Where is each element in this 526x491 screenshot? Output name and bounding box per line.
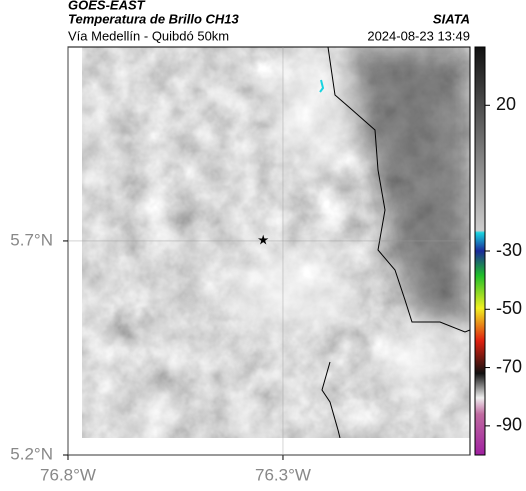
title: GOES-EAST bbox=[68, 0, 146, 12]
timestamp: 2024-08-23 13:49 bbox=[367, 28, 470, 43]
x-tick-label: 76.8°W bbox=[40, 465, 96, 484]
colorbar-label: 20 bbox=[496, 94, 516, 114]
colorbar-label: -90 bbox=[496, 415, 522, 435]
colorbar-label: -30 bbox=[496, 240, 522, 260]
subtitle: Temperatura de Brillo CH13 bbox=[68, 11, 240, 26]
y-tick-label: 5.7°N bbox=[10, 230, 53, 249]
x-tick-label: 76.3°W bbox=[255, 465, 311, 484]
colorbar-label: -50 bbox=[496, 298, 522, 318]
caption: Vía Medellín - Quibdó 50km bbox=[68, 28, 229, 43]
y-tick-label: 5.2°N bbox=[10, 444, 53, 463]
satellite-image bbox=[82, 47, 470, 438]
colorbar-label: -70 bbox=[496, 356, 522, 376]
location-marker bbox=[258, 234, 269, 245]
source: SIATA bbox=[433, 11, 470, 26]
colorbar bbox=[474, 46, 486, 456]
